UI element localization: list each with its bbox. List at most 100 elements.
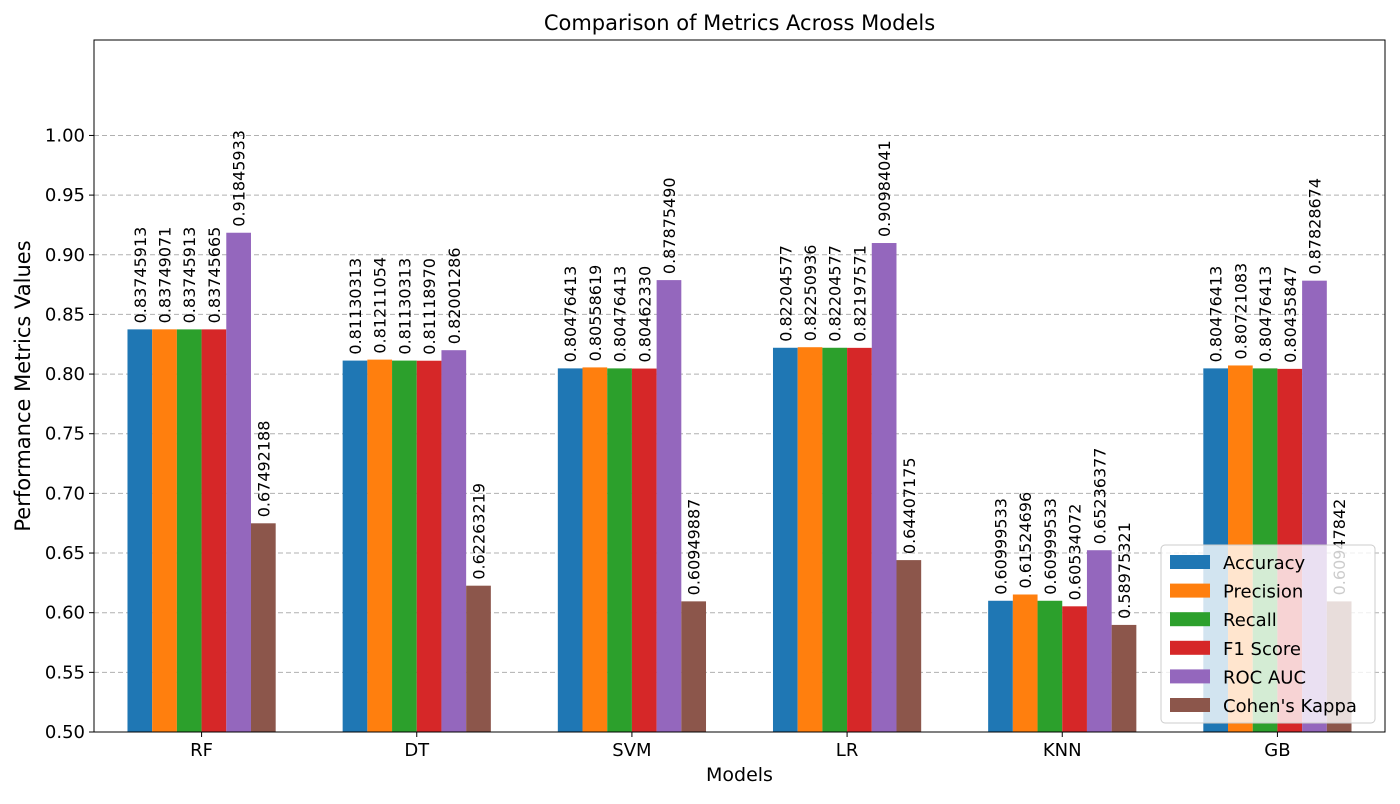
bar xyxy=(582,367,608,732)
legend-box xyxy=(1160,544,1376,724)
legend-label: ROC AUC xyxy=(1223,667,1306,688)
legend-swatch xyxy=(1170,612,1210,627)
bar xyxy=(656,280,682,732)
bar xyxy=(871,243,897,732)
bar-value-label: 0.83745913 xyxy=(180,227,199,324)
bar-value-label: 0.61524696 xyxy=(1016,492,1035,589)
bar xyxy=(1111,624,1137,732)
bar xyxy=(631,368,657,732)
bar-value-labels: 0.83745913 0.83749071 0.83745913 0.83745665… xyxy=(131,130,1349,619)
bar xyxy=(127,329,153,732)
bar-value-label: 0.60999533 xyxy=(992,498,1011,595)
legend-swatch xyxy=(1170,669,1210,684)
bar-value-label: 0.81211054 xyxy=(371,257,390,354)
legend-label: Accuracy xyxy=(1223,553,1306,574)
y-tick-label: 0.70 xyxy=(45,483,85,504)
bar-value-label: 0.87875490 xyxy=(660,177,679,274)
bar-value-label: 0.80558619 xyxy=(586,265,605,362)
y-tick-label: 1.00 xyxy=(45,125,85,146)
bar xyxy=(176,329,202,732)
bar-value-label: 0.87828674 xyxy=(1305,178,1324,275)
bar xyxy=(1062,606,1087,732)
y-tick-label: 0.80 xyxy=(45,364,85,385)
bar-value-label: 0.80476413 xyxy=(1207,266,1226,363)
legend-swatch xyxy=(1170,555,1210,569)
bar-value-label: 0.82204577 xyxy=(826,245,845,342)
bar xyxy=(822,347,848,732)
legend-swatch xyxy=(1170,640,1210,655)
legend-swatch xyxy=(1170,698,1210,712)
y-tick-label: 0.90 xyxy=(45,245,85,266)
x-tick-label: SVM xyxy=(612,740,651,761)
x-tick-label: LR xyxy=(836,740,859,761)
bar-value-label: 0.81130313 xyxy=(346,258,365,355)
y-tick-label: 0.65 xyxy=(45,543,85,564)
bar-value-label: 0.60949887 xyxy=(685,499,704,596)
bar-value-label: 0.60534072 xyxy=(1066,504,1085,601)
y-axis: 0.50 0.55 0.60 0.65 0.70 0.75 0.80 0.85 0.90 0.95… xyxy=(45,125,94,743)
bar-value-label: 0.83745665 xyxy=(205,227,224,324)
bar xyxy=(1086,550,1112,732)
bar-value-label: 0.60999533 xyxy=(1041,498,1060,595)
chart-title: Comparison of Metrics Across Models xyxy=(544,11,935,35)
bar-value-label: 0.64407175 xyxy=(900,457,919,554)
bar xyxy=(797,347,823,732)
x-axis-label: Models xyxy=(706,764,773,786)
legend: Accuracy Precision Recall F1 Score ROC AUC Co… xyxy=(1160,544,1376,724)
bar-value-label: 0.80721083 xyxy=(1231,263,1250,360)
bar xyxy=(1012,594,1038,732)
legend-label: Cohen's Kappa xyxy=(1223,696,1357,717)
bar-value-label: 0.80462330 xyxy=(635,266,654,363)
legend-label: Precision xyxy=(1223,582,1303,603)
bar-value-label: 0.81130313 xyxy=(395,258,414,355)
y-tick-label: 0.75 xyxy=(45,424,85,445)
bar xyxy=(392,360,417,732)
bar-value-label: 0.90984041 xyxy=(875,140,894,237)
bar xyxy=(557,368,583,732)
y-axis-label: Performance Metrics Values xyxy=(11,240,35,531)
bar-value-label: 0.67492188 xyxy=(254,421,273,518)
legend-swatch xyxy=(1170,583,1210,598)
y-tick-label: 0.60 xyxy=(45,603,85,624)
bar-value-label: 0.80435847 xyxy=(1281,266,1300,363)
x-tick-label: RF xyxy=(190,740,213,761)
y-tick-label: 0.95 xyxy=(45,185,85,206)
bar-value-label: 0.83749071 xyxy=(156,227,175,324)
bar-value-label: 0.65236377 xyxy=(1090,448,1109,545)
bar-value-label: 0.82001286 xyxy=(445,247,464,344)
legend-label: Recall xyxy=(1223,610,1277,631)
bar xyxy=(607,368,632,732)
bar-value-label: 0.83745913 xyxy=(131,227,150,324)
bar-value-label: 0.82250936 xyxy=(801,245,820,342)
bar-value-label: 0.82204577 xyxy=(776,245,795,342)
bar xyxy=(416,360,442,732)
bar-value-label: 0.80476413 xyxy=(611,266,630,363)
bar xyxy=(896,560,922,732)
x-tick-label: GB xyxy=(1264,740,1290,761)
bar xyxy=(342,360,368,732)
y-tick-label: 0.55 xyxy=(45,662,85,683)
bar-value-label: 0.80476413 xyxy=(561,266,580,363)
x-tick-label: KNN xyxy=(1043,740,1082,761)
bar xyxy=(681,601,707,732)
x-axis: RF DT SVM LR KNN GB xyxy=(190,732,1291,761)
bar-value-label: 0.58975321 xyxy=(1115,522,1134,619)
bar xyxy=(250,523,276,732)
legend-label: F1 Score xyxy=(1223,639,1301,660)
bar xyxy=(152,329,177,732)
bar xyxy=(847,347,872,732)
bar-value-label: 0.82197571 xyxy=(850,245,869,342)
y-tick-label: 0.85 xyxy=(45,304,85,325)
bar xyxy=(226,232,251,732)
x-tick-label: DT xyxy=(404,740,430,761)
bar xyxy=(367,359,393,732)
bar xyxy=(441,350,467,732)
bar-value-label: 0.62263219 xyxy=(470,483,489,580)
y-tick-label: 0.50 xyxy=(45,722,85,743)
bar xyxy=(466,585,491,732)
bar xyxy=(1037,600,1063,732)
plot-frame xyxy=(93,39,1386,733)
bar xyxy=(772,347,798,732)
